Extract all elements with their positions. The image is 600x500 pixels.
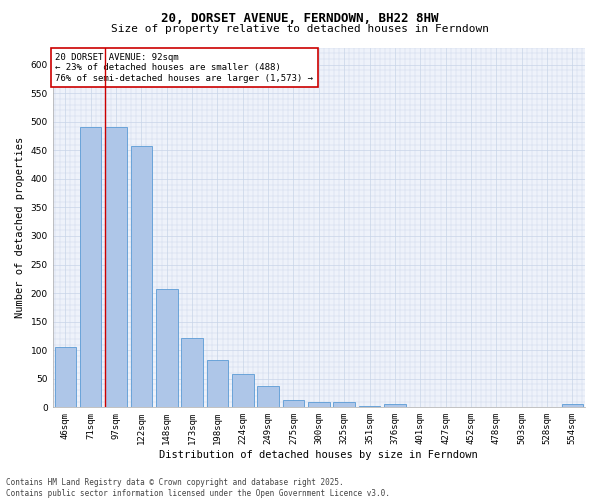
Text: 20, DORSET AVENUE, FERNDOWN, BH22 8HW: 20, DORSET AVENUE, FERNDOWN, BH22 8HW	[161, 12, 439, 26]
Bar	[257, 386, 279, 407]
Bar	[181, 338, 203, 407]
Bar	[131, 146, 152, 408]
Text: Size of property relative to detached houses in Ferndown: Size of property relative to detached ho…	[111, 24, 489, 34]
Bar	[232, 374, 254, 408]
Bar	[334, 402, 355, 407]
Bar	[384, 404, 406, 407]
Bar	[105, 128, 127, 407]
Bar	[283, 400, 304, 407]
Bar	[156, 288, 178, 408]
Text: 20 DORSET AVENUE: 92sqm
← 23% of detached houses are smaller (488)
76% of semi-d: 20 DORSET AVENUE: 92sqm ← 23% of detache…	[55, 53, 313, 82]
Text: Contains HM Land Registry data © Crown copyright and database right 2025.
Contai: Contains HM Land Registry data © Crown c…	[6, 478, 390, 498]
Bar	[206, 360, 228, 408]
Bar	[80, 128, 101, 407]
X-axis label: Distribution of detached houses by size in Ferndown: Distribution of detached houses by size …	[160, 450, 478, 460]
Bar	[562, 404, 583, 407]
Bar	[308, 402, 329, 407]
Y-axis label: Number of detached properties: Number of detached properties	[15, 137, 25, 318]
Bar	[55, 348, 76, 408]
Bar	[359, 406, 380, 407]
